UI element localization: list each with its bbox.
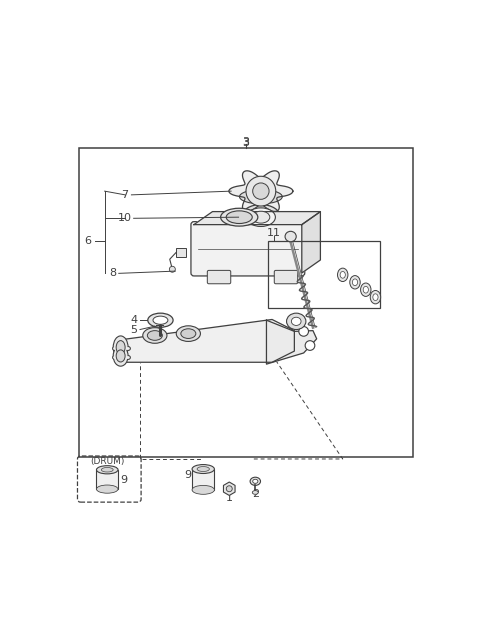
Text: 1: 1 (226, 493, 233, 503)
Text: 4: 4 (130, 316, 137, 325)
Circle shape (252, 183, 269, 199)
Text: (DRUM): (DRUM) (90, 458, 124, 467)
Polygon shape (229, 171, 293, 211)
Ellipse shape (221, 208, 258, 226)
Ellipse shape (370, 291, 381, 304)
Bar (79, 148, 413, 457)
Ellipse shape (113, 346, 128, 366)
Ellipse shape (285, 231, 296, 242)
Circle shape (246, 176, 276, 206)
Ellipse shape (373, 294, 378, 301)
Ellipse shape (153, 316, 168, 324)
Ellipse shape (360, 283, 371, 296)
Polygon shape (120, 319, 294, 362)
Text: 9: 9 (120, 475, 128, 485)
Bar (96, 470, 118, 489)
FancyBboxPatch shape (274, 270, 298, 284)
Ellipse shape (350, 276, 360, 289)
Polygon shape (194, 212, 321, 225)
Ellipse shape (176, 326, 201, 341)
Bar (176, 248, 186, 257)
Bar (192, 469, 215, 490)
Ellipse shape (252, 211, 270, 223)
Ellipse shape (352, 279, 358, 285)
Ellipse shape (363, 286, 368, 293)
Circle shape (169, 266, 175, 272)
Ellipse shape (147, 331, 162, 340)
Ellipse shape (96, 466, 118, 474)
Ellipse shape (116, 350, 125, 362)
Ellipse shape (181, 329, 196, 339)
Circle shape (299, 326, 309, 336)
Ellipse shape (197, 467, 209, 472)
Ellipse shape (192, 465, 215, 474)
Ellipse shape (96, 485, 118, 493)
Polygon shape (266, 320, 317, 364)
FancyBboxPatch shape (207, 270, 231, 284)
Ellipse shape (148, 313, 173, 327)
Ellipse shape (192, 485, 215, 494)
Text: 2: 2 (252, 488, 259, 499)
Polygon shape (302, 212, 321, 273)
Ellipse shape (291, 317, 301, 325)
Circle shape (305, 340, 315, 350)
Ellipse shape (241, 205, 280, 230)
Ellipse shape (252, 479, 258, 483)
Ellipse shape (252, 491, 258, 494)
Ellipse shape (226, 211, 252, 223)
Text: 3: 3 (242, 137, 250, 147)
Ellipse shape (337, 268, 348, 282)
Ellipse shape (101, 467, 113, 472)
Text: 5: 5 (130, 324, 137, 335)
FancyBboxPatch shape (191, 221, 305, 276)
Circle shape (226, 486, 232, 492)
Text: 8: 8 (109, 268, 116, 278)
Ellipse shape (143, 328, 167, 343)
Ellipse shape (116, 340, 125, 354)
Ellipse shape (113, 336, 128, 359)
Text: 10: 10 (118, 213, 132, 223)
Bar (268, 241, 380, 308)
Text: 6: 6 (84, 236, 91, 246)
Ellipse shape (240, 189, 282, 204)
Text: 7: 7 (121, 190, 129, 200)
Ellipse shape (246, 208, 276, 227)
Ellipse shape (340, 271, 345, 278)
Ellipse shape (287, 313, 306, 330)
Text: 11: 11 (267, 228, 281, 238)
Text: 9: 9 (184, 470, 191, 480)
Polygon shape (224, 482, 235, 495)
Text: 3: 3 (242, 138, 250, 148)
Ellipse shape (250, 477, 261, 485)
